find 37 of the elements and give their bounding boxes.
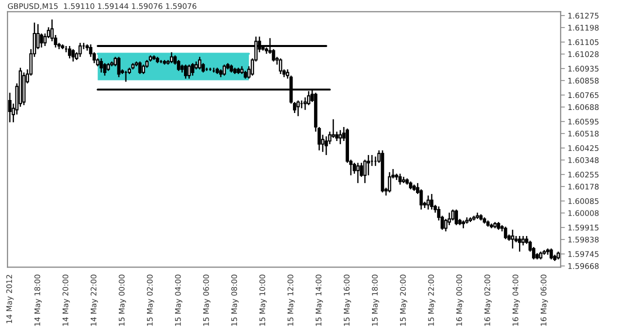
candlestick xyxy=(510,229,514,250)
candlestick xyxy=(356,162,360,184)
candlestick xyxy=(40,32,44,48)
candlestick xyxy=(550,248,553,260)
candlestick xyxy=(521,235,525,246)
candlestick xyxy=(296,100,300,117)
candlestick xyxy=(187,64,191,80)
candlestick xyxy=(191,62,194,76)
candlestick xyxy=(78,42,82,58)
candlestick xyxy=(324,136,328,156)
candlestick xyxy=(222,64,226,76)
candlestick xyxy=(71,48,75,62)
candlestick xyxy=(170,52,174,64)
candlestick xyxy=(138,60,142,75)
candlestick xyxy=(388,172,392,194)
candlestick xyxy=(68,45,72,60)
candlestick xyxy=(338,129,342,145)
candlestick xyxy=(504,226,508,240)
candlestick xyxy=(278,58,282,75)
candlestick xyxy=(451,208,454,222)
candlestick xyxy=(100,58,103,74)
candlestick xyxy=(430,193,434,210)
candlestick xyxy=(304,96,307,110)
candlestick xyxy=(8,92,12,123)
candlestick xyxy=(142,64,146,75)
candlestick xyxy=(454,208,458,226)
candlestick xyxy=(398,173,402,186)
candlestick xyxy=(103,62,106,76)
candlestick xyxy=(366,154,370,176)
candlestick xyxy=(184,64,188,80)
candlestick xyxy=(426,194,430,210)
candlestick xyxy=(176,59,180,72)
candlestick xyxy=(198,56,202,70)
candlestick xyxy=(332,118,335,139)
candlestick xyxy=(363,159,367,184)
candlestick xyxy=(117,56,120,78)
candlestick xyxy=(518,235,522,252)
